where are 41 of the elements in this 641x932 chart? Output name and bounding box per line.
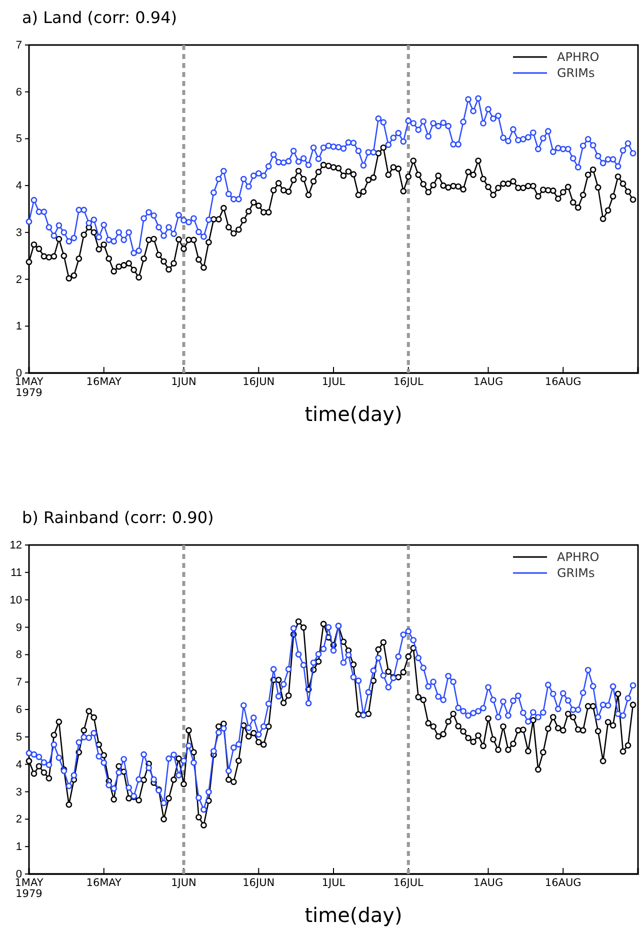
y-tick-label: 6 [16, 704, 22, 716]
x-axis-title: time(day) [304, 402, 402, 426]
x-tick-label: 1AUG [473, 877, 504, 889]
y-tick-label: 2 [16, 274, 22, 286]
y-tick-label: 11 [10, 566, 22, 579]
x-tick-label: 1AUG [473, 376, 504, 388]
y-tick-label: 5 [16, 133, 22, 146]
y-tick-label: 5 [16, 731, 22, 744]
x-tick-label: 1JUL [322, 376, 346, 388]
y-tick-label: 7 [16, 676, 22, 689]
legend-label: APHRO [557, 50, 600, 64]
x-axis-title: time(day) [304, 903, 402, 927]
x-tick-label: 16JUL [393, 877, 424, 889]
y-tick-label: 12 [10, 540, 22, 552]
y-tick-label: 6 [16, 86, 22, 98]
chart-title: b) Rainband (corr: 0.90) [22, 508, 214, 527]
y-tick-label: 4 [16, 758, 22, 771]
x-tick-label: 16JUN [242, 877, 275, 889]
x-tick-label: 1JUN [171, 376, 196, 388]
y-tick-label: 8 [16, 649, 22, 662]
y-tick-label: 1 [16, 320, 22, 333]
x-tick-label: 16JUN [242, 376, 275, 388]
y-tick-label: 2 [16, 814, 22, 826]
legend-label: GRIMs [557, 566, 595, 580]
y-tick-label: 1 [16, 841, 22, 854]
x-tick-label: 16MAY [86, 376, 122, 388]
y-tick-label: 3 [16, 226, 22, 239]
y-tick-label: 7 [16, 40, 22, 52]
chart-title: a) Land (corr: 0.94) [22, 8, 177, 27]
y-tick-label: 10 [10, 594, 22, 606]
x-tick-label: 1JUL [322, 877, 346, 889]
legend-label: APHRO [557, 550, 600, 564]
y-tick-label: 4 [16, 180, 22, 192]
x-tick-label: 16JUL [393, 376, 424, 388]
x-tick-label: 16MAY [86, 877, 122, 889]
y-tick-label: 9 [16, 622, 22, 634]
y-tick-label: 3 [16, 786, 22, 798]
x-tick-label: 1JUN [171, 877, 196, 889]
x-tick-label: 16AUG [544, 877, 582, 889]
legend-label: GRIMs [557, 66, 595, 80]
x-tick-label: 16AUG [544, 376, 582, 388]
